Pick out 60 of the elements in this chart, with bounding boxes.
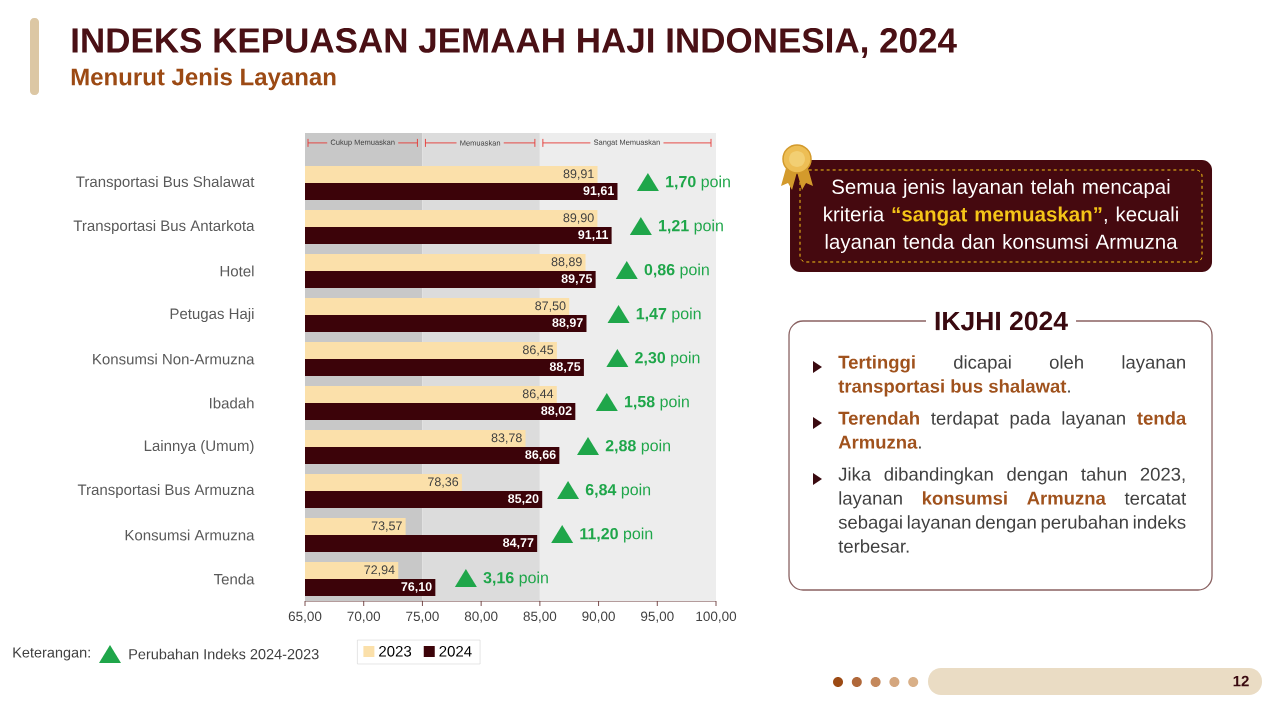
data-label: 86,66 [525,450,556,461]
annotation: 6,84 poin [585,483,651,499]
data-label: 89,90 [563,213,594,224]
annotation: 1,21 poin [659,219,723,235]
data-label: 88,89 [551,257,582,268]
text: 12 [1233,675,1249,687]
y-tick-label: Transportasi Bus Antarkota [73,220,255,234]
annotation: 11,20 poin [580,527,653,543]
x-tick-label: 75,00 [406,611,439,623]
chart-subtitle: Menurut Jenis Layanan [71,67,336,91]
text: Tertinggi dicapai oleh layanan transportasi bus shalawat. [838,355,1185,397]
annotation: 2,88 poin [605,439,670,455]
data-label: 86,45 [522,345,554,356]
y-tick-label: Hotel [220,265,254,277]
data-label: 83,78 [491,433,522,444]
legend-label: 2023 [379,646,412,657]
text: Perubahan Indeks 2024-2023 [129,648,319,660]
y-tick-label: Transportasi Bus Shalawat [76,176,255,190]
annotation: 1,47 poin [636,307,701,323]
data-label: 91,11 [578,230,609,241]
data-label: 87,50 [535,301,566,312]
data-label: 76,10 [401,582,432,593]
y-tick-label: Tenda [213,573,255,585]
data-label: 88,02 [541,406,572,417]
x-tick-label: 90,00 [582,611,615,623]
y-tick-label: Transportasi Bus Armuzna [77,484,255,498]
text: Semua jenis layanan telah mencapai kriteria “sangat memuaskan”, kecuali layanan tenda dan konsumsi Armuzna [824,178,1178,254]
text: Terendah terdapat pada layanan tenda Armuzna. [838,411,1187,449]
text: Keterangan: [13,647,90,661]
data-label: 85,20 [508,494,539,505]
y-tick-label: Petugas Haji [170,308,254,322]
x-tick-label: 85,00 [523,611,557,623]
x-tick-label: 100,00 [696,611,737,623]
data-label: 89,91 [563,169,594,180]
data-label: 86,44 [522,389,554,400]
x-tick-label: 80,00 [464,611,498,623]
annotation: 1,70 poin [666,175,730,191]
annotation: 2,30 poin [635,351,700,367]
y-tick-label: Lainnya (Umum) [144,440,254,454]
data-label: 88,97 [552,318,583,329]
data-label: 91,61 [583,186,614,197]
legend-label: 2024 [439,646,472,657]
data-label: 84,77 [503,538,534,549]
text: IKJHI 2024 [935,311,1068,331]
data-label: 89,75 [561,274,593,285]
y-tick-label: Ibadah [209,397,254,409]
annotation: 1,58 poin [625,395,689,411]
x-tick-label: 65,00 [288,611,322,623]
data-label: 73,57 [371,521,402,532]
y-tick-label: Konsumsi Armuzna [125,529,255,541]
x-tick-label: 70,00 [347,611,381,623]
chart-title: INDEKS KEPUASAN JEMAAH HAJI INDONESIA, 2024 [72,28,957,58]
x-tick-label: 95,00 [641,611,674,623]
data-label: 72,94 [364,565,395,576]
data-label: 78,36 [428,477,459,488]
data-label: 88,75 [549,362,581,373]
y-tick-label: Konsumsi Non-Armuzna [93,353,255,365]
annotation: 0,86 poin [644,263,709,279]
text: Jika dibandingkan dengan tahun 2023, layanan konsumsi Armuzna tercatat sebagai layanan dengan perubahan indeks terbesar. [838,467,1187,553]
annotation: 3,16 poin [483,571,548,587]
